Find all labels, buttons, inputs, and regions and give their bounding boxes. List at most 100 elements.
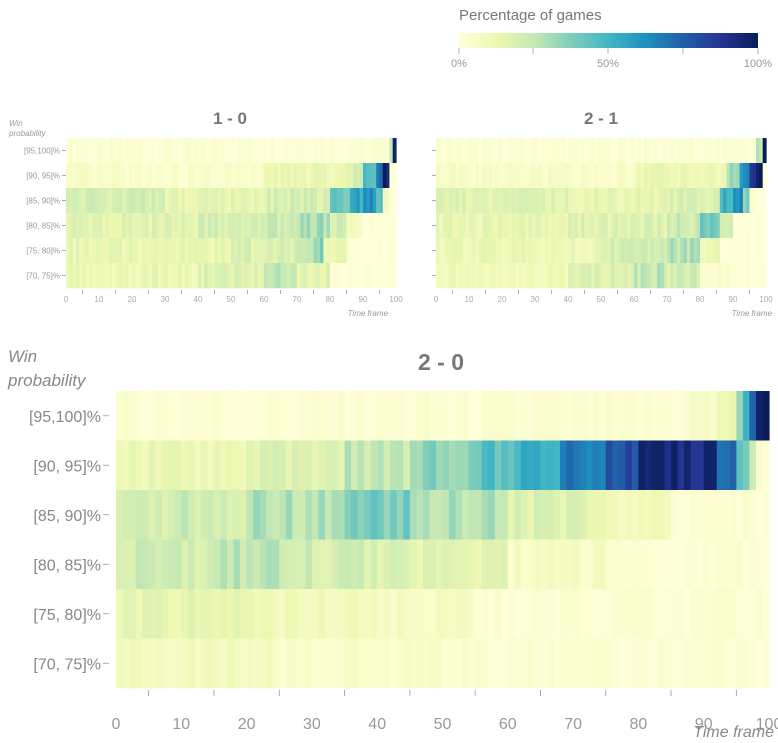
heatmap-cell: [634, 188, 638, 214]
heatmap-cell: [343, 238, 348, 264]
heatmap-cell: [605, 490, 613, 540]
heatmap-cell: [492, 138, 496, 164]
heatmap-cell: [379, 238, 384, 264]
heatmap-cell: [647, 188, 652, 214]
heatmap-cell: [579, 638, 587, 689]
heatmap-cell: [227, 163, 232, 189]
heatmap-cell: [488, 138, 493, 164]
heatmap-cell: [290, 238, 295, 264]
heatmap-cell: [72, 213, 77, 239]
heatmap-cell: [670, 238, 675, 264]
heatmap-cell: [168, 138, 173, 164]
heatmap-cell: [171, 138, 176, 164]
heatmap-cell: [247, 213, 252, 239]
heatmap-cell: [389, 163, 394, 189]
heatmap-cell: [359, 263, 364, 289]
x-tick-label: 0: [434, 295, 439, 304]
heatmap-cell: [311, 391, 320, 441]
heatmap-cell: [99, 138, 103, 164]
heatmap-cell: [277, 238, 282, 264]
heatmap-cell: [686, 263, 691, 289]
heatmap-cell: [165, 238, 169, 264]
heatmap-cell: [165, 163, 169, 189]
heatmap-cell: [445, 213, 450, 239]
heatmap-cell: [168, 238, 173, 264]
heatmap-cell: [508, 163, 513, 189]
heatmap-cell: [485, 138, 490, 164]
heatmap-cell: [657, 188, 661, 214]
heatmap-cell: [240, 391, 248, 441]
heatmap-cell: [333, 138, 338, 164]
heatmap-cell: [604, 238, 609, 264]
heatmap-cell: [468, 440, 476, 491]
heatmap-cell: [525, 213, 529, 239]
heatmap-cell: [390, 391, 398, 441]
heatmap-cell: [85, 238, 90, 264]
heatmap-cell: [227, 589, 235, 639]
heatmap-cell: [184, 163, 189, 189]
heatmap-cell: [700, 238, 704, 264]
heatmap-cell: [305, 539, 313, 590]
heatmap-cell: [716, 589, 724, 639]
heatmap-cell: [478, 188, 483, 214]
heatmap-cell: [683, 138, 688, 164]
heatmap-cell: [390, 589, 398, 639]
heatmap-cell: [726, 138, 731, 164]
heatmap-cell: [200, 440, 209, 491]
heatmap-cell: [227, 188, 232, 214]
heatmap-cell: [148, 440, 156, 491]
heatmap-cell: [102, 138, 107, 164]
heatmap-cell: [607, 163, 612, 189]
heatmap-cell: [445, 263, 450, 289]
heatmap-cell: [527, 490, 535, 540]
heatmap-cell: [546, 589, 555, 639]
heatmap-cell: [267, 213, 272, 239]
heatmap-cell: [579, 539, 587, 590]
heatmap-cell: [283, 238, 288, 264]
heatmap-cell: [351, 589, 359, 639]
heatmap-cell: [293, 188, 298, 214]
heatmap-cell: [383, 638, 391, 689]
heatmap-cell: [290, 263, 295, 289]
heatmap-cell: [535, 238, 539, 264]
heatmap-cell: [527, 440, 535, 491]
heatmap-cell: [676, 188, 681, 214]
heatmap-cell: [305, 589, 313, 639]
heatmap-cell: [396, 490, 404, 540]
heatmap-cell: [297, 213, 301, 239]
heatmap-cell: [605, 391, 613, 441]
heatmap-cell: [168, 391, 176, 441]
heatmap-cell: [324, 539, 333, 590]
heatmap-cell: [293, 213, 298, 239]
heatmap-cell: [351, 440, 359, 491]
heatmap-cell: [135, 138, 140, 164]
heatmap-cell: [207, 238, 212, 264]
heatmap-cells: [116, 391, 770, 689]
heatmap-cell: [644, 391, 653, 441]
heatmap-cell: [178, 163, 183, 189]
heatmap-cell: [280, 238, 285, 264]
heatmap-cell: [640, 188, 645, 214]
heatmap-cell: [306, 263, 311, 289]
heatmap-cell: [112, 213, 117, 239]
heatmap-cell: [643, 163, 648, 189]
heatmap-cell: [630, 238, 635, 264]
heatmap-cell: [541, 188, 546, 214]
heatmap-cell: [579, 440, 587, 491]
heatmap-cell: [359, 163, 364, 189]
heatmap-cell: [594, 138, 599, 164]
heatmap-cell: [640, 238, 645, 264]
heatmap-cell: [548, 238, 553, 264]
heatmap-cell: [108, 263, 113, 289]
heatmap-cell: [336, 188, 341, 214]
heatmap-cell: [303, 238, 308, 264]
heatmap-cell: [333, 263, 338, 289]
heatmap-cell: [716, 213, 721, 239]
heatmap-cell: [72, 138, 77, 164]
heatmap-cell: [507, 638, 515, 689]
heatmap-cell: [270, 188, 275, 214]
heatmap-cell: [292, 440, 300, 491]
heatmap-cell: [349, 238, 354, 264]
heatmap-cell: [346, 263, 351, 289]
heatmap-cell: [475, 589, 483, 639]
